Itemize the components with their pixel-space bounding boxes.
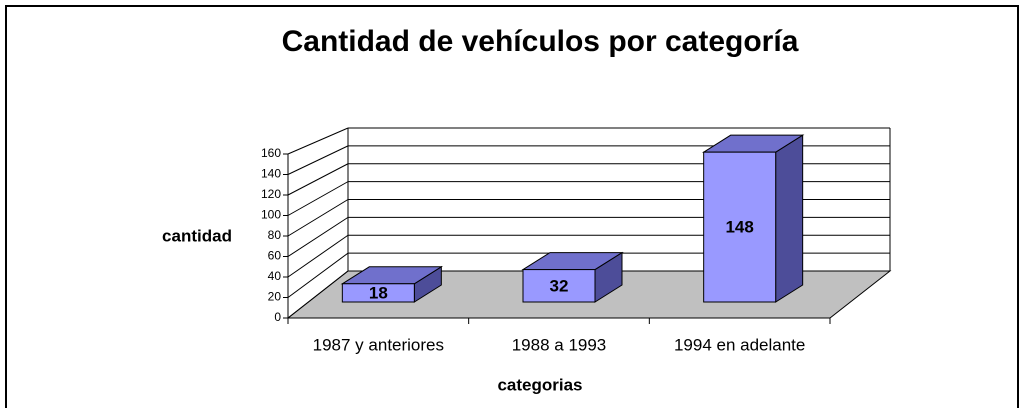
side-grid-line	[287, 181, 349, 216]
bar-side	[775, 134, 804, 303]
x-tick-label: 1988 a 1993	[512, 335, 607, 354]
y-axis-label: cantidad	[162, 226, 232, 245]
side-grid-line	[287, 145, 349, 175]
y-tick-label: 40	[268, 269, 282, 283]
y-tick-label: 140	[261, 167, 281, 181]
side-grid-line	[287, 252, 349, 298]
y-tick-label: 80	[268, 228, 282, 242]
chart-frame	[5, 5, 1019, 413]
y-tick-label: 160	[261, 146, 281, 160]
data-label: 148	[725, 218, 753, 237]
side-grid-line	[287, 163, 349, 196]
y-tick-label: 0	[274, 310, 281, 324]
side-grid-line	[287, 234, 349, 278]
x-axis-label: categorias	[497, 375, 582, 394]
bar	[703, 151, 777, 303]
bar	[522, 269, 596, 303]
y-tick-label: 60	[268, 249, 282, 263]
y-tick-label: 120	[261, 187, 281, 201]
y-tick-label: 100	[261, 208, 281, 222]
x-tick-label: 1987 y anteriores	[313, 335, 444, 354]
data-label: 32	[550, 276, 569, 295]
chart-title: Cantidad de vehículos por categoría	[282, 25, 799, 58]
bar	[341, 283, 415, 303]
side-grid-line	[287, 270, 349, 319]
data-label: 18	[369, 283, 388, 302]
side-grid-line	[287, 127, 349, 155]
side-grid-line	[287, 216, 349, 257]
y-tick-label: 20	[268, 290, 282, 304]
side-grid-line	[287, 199, 349, 237]
x-tick-label: 1994 en adelante	[674, 335, 805, 354]
